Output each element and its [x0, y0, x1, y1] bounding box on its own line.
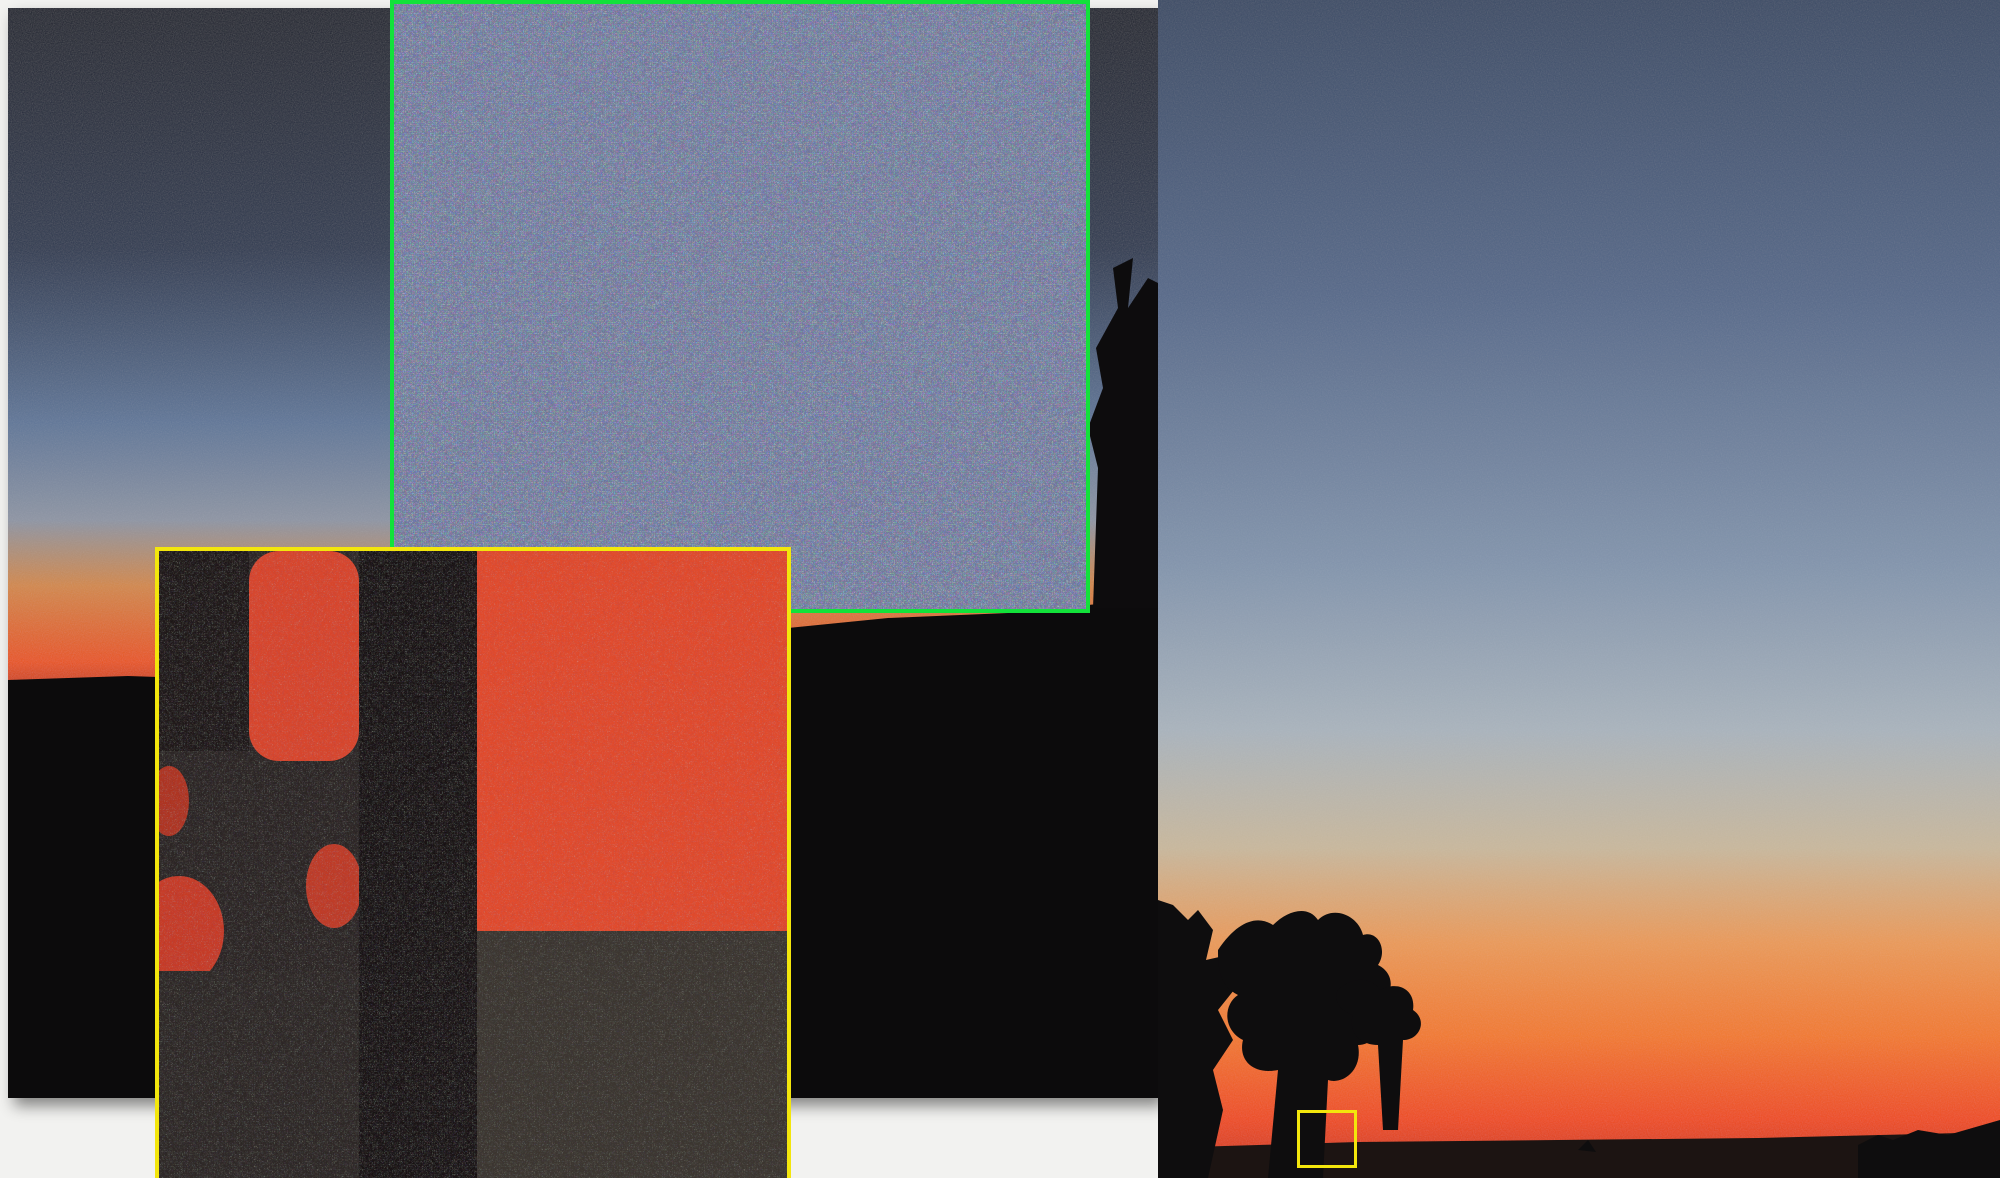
yellow-zoom-inset — [155, 547, 791, 1178]
green-zoom-inset — [390, 0, 1090, 613]
tree-silhouette — [1088, 258, 1158, 608]
zoom-region-marker — [1297, 1110, 1357, 1168]
pine-trees-silhouette — [1158, 900, 2000, 1178]
right-photo — [1158, 0, 2000, 1178]
